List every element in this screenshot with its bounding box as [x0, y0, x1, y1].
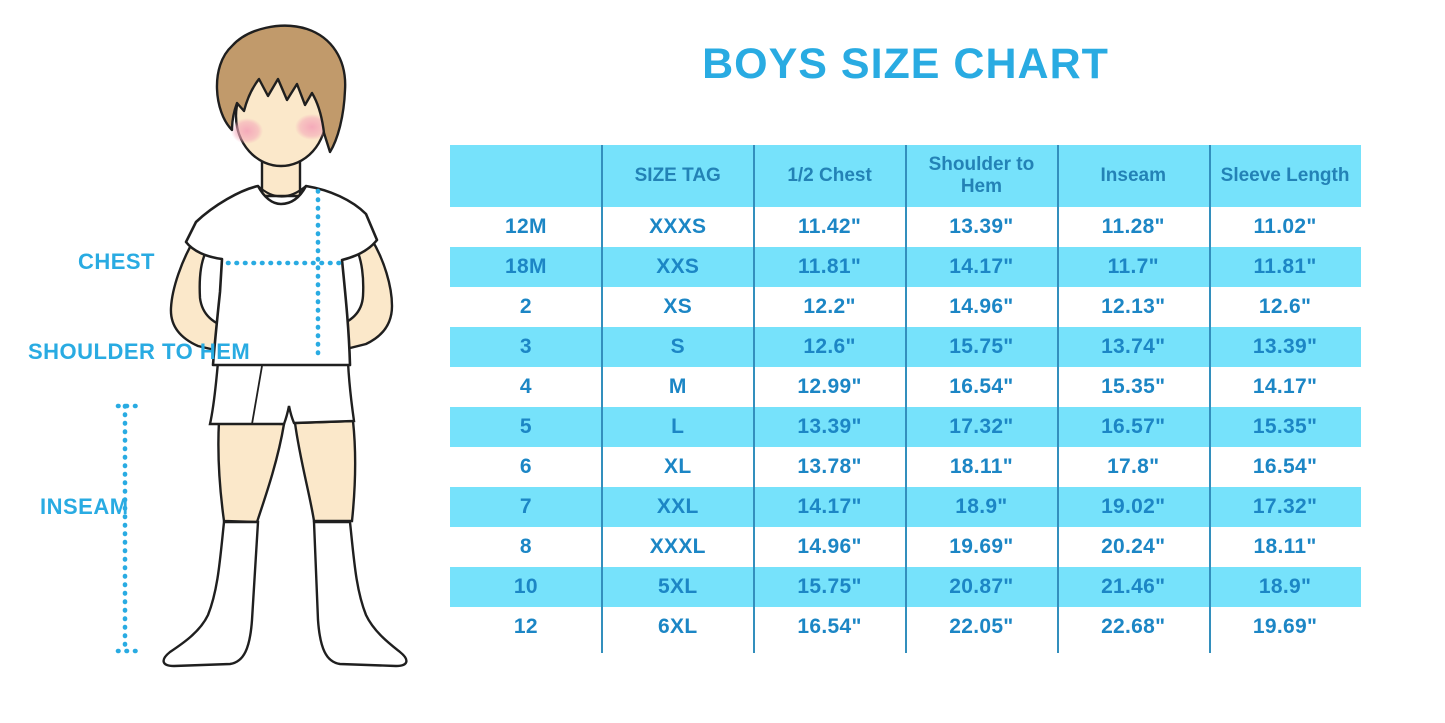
right-cheek	[295, 114, 329, 140]
column-separator	[753, 145, 755, 653]
table-cell: 5	[450, 407, 602, 447]
table-cell: 11.81"	[753, 247, 906, 287]
table-cell: XS	[663, 295, 693, 318]
table-cell: 18.9"	[1209, 567, 1361, 607]
chest-label: CHEST	[78, 249, 155, 274]
table-cell: 13.78"	[797, 455, 862, 478]
table-cell: XXXL	[649, 535, 706, 558]
table-cell: 15.75"	[905, 327, 1058, 367]
column-separator	[1057, 145, 1059, 653]
table-cell: 3	[450, 327, 602, 367]
page-title: BOYS SIZE CHART	[702, 40, 1109, 88]
table-cell: 15.35"	[1101, 375, 1166, 398]
column-separator	[1209, 145, 1211, 653]
table-cell: XXL	[601, 487, 754, 527]
table-cell: 11.28"	[1101, 215, 1165, 238]
table-cell: 12	[513, 615, 538, 638]
boy-illustration-svg: CHEST SHOULDER TO HEM INSEAM	[28, 24, 408, 668]
shorts	[208, 360, 356, 426]
table-cell: 7	[450, 487, 602, 527]
table-cell: 16.54"	[797, 615, 862, 638]
inseam-label: INSEAM	[40, 494, 129, 519]
table-cell: 12.2"	[803, 295, 856, 318]
legs	[217, 419, 357, 524]
table-cell: 14.17"	[905, 247, 1058, 287]
table-cell: 18.11"	[949, 455, 1013, 478]
table-cell: 12M	[505, 215, 547, 238]
table-cell: 14.96"	[949, 295, 1014, 318]
table-cell: 12.13"	[1101, 295, 1166, 318]
table-cell: 13.74"	[1057, 327, 1210, 367]
table-cell: 17.8"	[1107, 455, 1160, 478]
table-cell: XXS	[601, 247, 754, 287]
tshirt	[184, 184, 379, 367]
hair	[215, 24, 347, 154]
table-cell: 16.54"	[949, 375, 1014, 398]
left-cheek	[231, 118, 263, 144]
table-cell: 17.32"	[1209, 487, 1361, 527]
header-cell: Shoulder to Hem	[905, 145, 1058, 207]
table-cell: 11.7"	[1057, 247, 1210, 287]
column-separator	[905, 145, 907, 653]
table-cell: 8	[519, 535, 532, 558]
table-cell: 20.24"	[1101, 535, 1166, 558]
header-cell: Sleeve Length	[1209, 145, 1361, 207]
table-cell: M	[668, 375, 687, 398]
table-cell: 18.9"	[905, 487, 1058, 527]
table-cell: 6	[519, 455, 532, 478]
table-cell: 15.35"	[1209, 407, 1361, 447]
table-cell: 20.87"	[905, 567, 1058, 607]
table-cell: 11.02"	[1253, 215, 1317, 238]
table-cell: 14.17"	[1252, 375, 1318, 398]
boy-illustration: CHEST SHOULDER TO HEM INSEAM	[0, 0, 450, 723]
table-cell: L	[601, 407, 754, 447]
table-cell: 14.96"	[797, 535, 862, 558]
table-cell: 10	[450, 567, 602, 607]
table-cell: 16.57"	[1057, 407, 1210, 447]
table-cell: 12.99"	[797, 375, 862, 398]
size-table: SIZE TAG 1/2 Chest Shoulder to Hem Inseam Sl…	[450, 145, 1361, 647]
table-cell: 11.42"	[797, 215, 862, 238]
table-cell: 2	[519, 295, 532, 318]
table-cell: 13.39"	[949, 215, 1014, 238]
table-cell: 12.6"	[1258, 295, 1312, 318]
table-cell: 22.05"	[949, 615, 1014, 638]
column-separator	[601, 145, 603, 653]
table-cell: 18.11"	[1253, 535, 1317, 558]
table-cell: 4	[519, 375, 532, 398]
table-cell: 15.75"	[753, 567, 906, 607]
table-cell: 12.6"	[753, 327, 906, 367]
table-cell: 5XL	[601, 567, 754, 607]
table-cell: XXXS	[649, 215, 707, 238]
table-cell: 11.81"	[1209, 247, 1361, 287]
table-cell: 19.02"	[1057, 487, 1210, 527]
table-cell: 13.39"	[1209, 327, 1361, 367]
table-cell: 13.39"	[753, 407, 906, 447]
size-chart-panel: BOYS SIZE CHART SIZE TAG 1/2 Chest Shoulde…	[450, 0, 1361, 723]
table-cell: 6XL	[658, 615, 698, 638]
table-cell: S	[601, 327, 754, 367]
header-cell: 1/2 Chest	[753, 145, 906, 207]
table-cell: 19.69"	[1252, 615, 1318, 638]
table-cell: 21.46"	[1057, 567, 1210, 607]
table-cell: 17.32"	[905, 407, 1058, 447]
shoulder-to-hem-label: SHOULDER TO HEM	[28, 339, 250, 364]
header-cell	[450, 145, 602, 207]
table-cell: 18M	[450, 247, 602, 287]
table-cell: 19.69"	[949, 535, 1014, 558]
header-cell: SIZE TAG	[601, 145, 754, 207]
table-cell: 16.54"	[1252, 455, 1318, 478]
header-cell: Inseam	[1057, 145, 1210, 207]
table-cell: 14.17"	[753, 487, 906, 527]
table-cell: 22.68"	[1101, 615, 1166, 638]
table-cell: XL	[664, 455, 692, 478]
socks	[162, 520, 408, 668]
